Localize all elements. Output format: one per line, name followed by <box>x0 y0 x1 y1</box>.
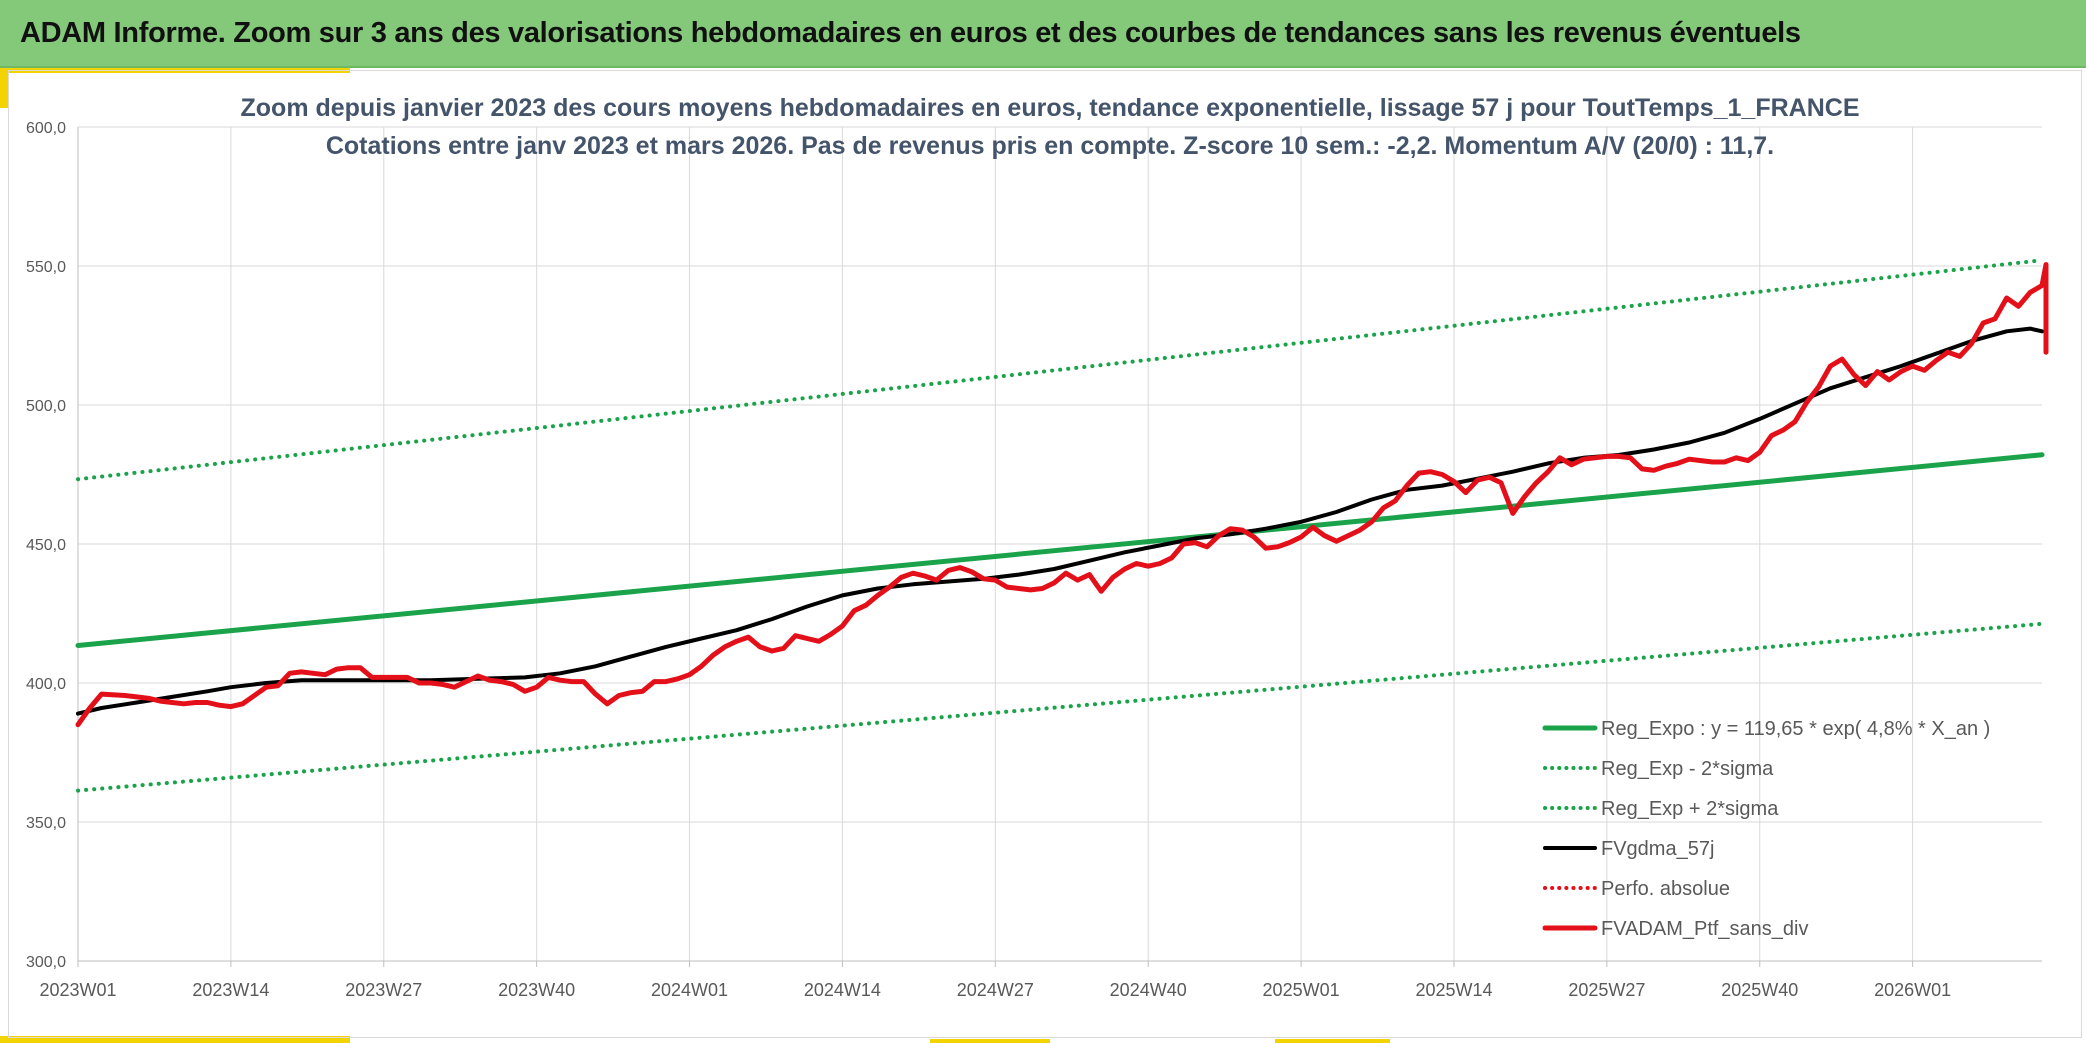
x-axis-ticks: 2023W01 2023W14 2023W27 2023W40 2024W01 2024W… <box>39 980 1951 1000</box>
series-line-2 <box>76 258 2044 482</box>
x-tick-label: 2023W40 <box>498 980 575 1000</box>
legend-label-5: FVADAM_Ptf_sans_div <box>1601 918 1809 940</box>
chart-frame <box>8 70 2082 1038</box>
x-tick-label: 2024W40 <box>1110 980 1187 1000</box>
legend-label-1: Reg_Exp - 2*sigma <box>1601 758 1774 780</box>
chart-series <box>75 258 2049 793</box>
x-tick-label: 2024W14 <box>804 980 881 1000</box>
y-tick-label: 500,0 <box>26 398 66 415</box>
x-tick-label: 2025W01 <box>1263 980 1340 1000</box>
chart-title-line-2: Cotations entre janv 2023 et mars 2026. … <box>326 132 1774 160</box>
x-tick-label: 2023W14 <box>192 980 269 1000</box>
accent-strip-bottom-2 <box>930 1039 1050 1043</box>
y-tick-label: 450,0 <box>26 537 66 554</box>
series-line-3 <box>76 326 2044 716</box>
y-tick-label: 350,0 <box>26 815 66 832</box>
x-tick-label: 2025W27 <box>1568 980 1645 1000</box>
y-tick-label: 600,0 <box>26 120 66 137</box>
x-tick-label: 2024W01 <box>651 980 728 1000</box>
x-tick-label: 2025W40 <box>1721 980 1798 1000</box>
legend-label-0: Reg_Expo : y = 119,65 * exp( 4,8% * X_an… <box>1601 718 1990 740</box>
series-line-0 <box>75 452 2045 648</box>
accent-strip-bottom-3 <box>1275 1039 1390 1043</box>
legend-label-4: Perfo. absolue <box>1601 878 1730 900</box>
chart-gridlines <box>77 126 2042 967</box>
accent-strip-bottom <box>0 1036 350 1043</box>
chart-legend: Reg_Expo : y = 119,65 * exp( 4,8% * X_an… <box>1542 718 1990 940</box>
x-tick-label: 2023W01 <box>39 980 116 1000</box>
y-tick-label: 400,0 <box>26 676 66 693</box>
chart-title-line-1: Zoom depuis janvier 2023 des cours moyen… <box>241 94 1860 122</box>
legend-label-3: FVgdma_57j <box>1601 838 1714 860</box>
page-title: ADAM Informe. Zoom sur 3 ans des valoris… <box>20 17 1801 49</box>
y-tick-label: 550,0 <box>26 259 66 276</box>
series-line-1 <box>76 621 2044 793</box>
y-axis-ticks: 300,0 350,0 400,0 450,0 500,0 550,0 600,0 <box>26 120 66 971</box>
x-tick-label: 2023W27 <box>345 980 422 1000</box>
y-tick-label: 300,0 <box>26 954 66 971</box>
accent-strip-side <box>0 68 8 108</box>
x-tick-label: 2024W27 <box>957 980 1034 1000</box>
header-bar: ADAM Informe. Zoom sur 3 ans des valoris… <box>0 0 2086 68</box>
x-tick-label: 2026W01 <box>1874 980 1951 1000</box>
legend-label-2: Reg_Exp + 2*sigma <box>1601 798 1779 820</box>
x-tick-label: 2025W14 <box>1415 980 1492 1000</box>
series-line-5 <box>75 262 2049 728</box>
